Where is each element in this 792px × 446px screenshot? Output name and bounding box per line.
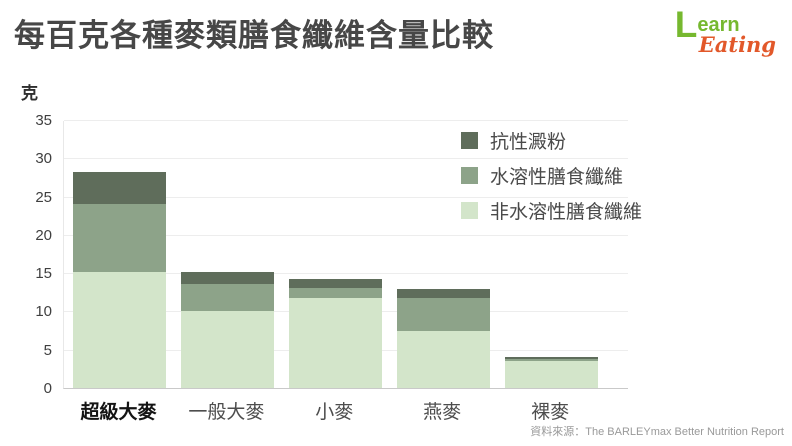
x-axis-label-小麥: 小麥 xyxy=(315,402,354,423)
y-tick-label-5: 5 xyxy=(43,341,52,359)
gridline-y25 xyxy=(64,196,628,198)
bar-segment-燕麥-非水溶性膳食纖維 xyxy=(396,330,490,388)
legend-item-抗性澱粉: 抗性澱粉 xyxy=(461,123,642,158)
bar-segment-裸麥-水溶性膳食纖維 xyxy=(504,358,598,362)
bar-一般大麥 xyxy=(180,272,274,388)
bar-segment-超級大麥-水溶性膳食纖維 xyxy=(73,204,166,272)
logo-learn-text: Learn xyxy=(675,6,776,43)
x-axis-label-超級大麥: 超級大麥 xyxy=(80,402,157,423)
bar-segment-裸麥-非水溶性膳食纖維 xyxy=(504,361,598,388)
bar-segment-一般大麥-水溶性膳食纖維 xyxy=(180,283,274,311)
gridline-y20 xyxy=(64,234,628,236)
legend-swatch-icon xyxy=(461,132,478,149)
logo-earn-letters: earn xyxy=(697,14,740,36)
page-title: 每百克各種麥類膳食纖維含量比較 xyxy=(14,18,494,53)
bar-segment-小麥-抗性澱粉 xyxy=(288,278,382,289)
bar-segment-超級大麥-非水溶性膳食纖維 xyxy=(73,271,166,388)
bar-小麥 xyxy=(288,278,382,388)
y-tick-label-35: 35 xyxy=(35,112,52,129)
legend: 抗性澱粉水溶性膳食纖維 非水溶性膳食纖維 xyxy=(461,123,642,228)
y-tick-label-15: 15 xyxy=(35,265,52,283)
source-attribution: 資料來源：The BARLEYmax Better Nutrition Repo… xyxy=(530,426,784,438)
bar-燕麥 xyxy=(396,289,490,388)
legend-label: 水溶性膳食纖維 xyxy=(490,167,624,188)
bar-segment-一般大麥-抗性澱粉 xyxy=(180,272,274,284)
y-tick-label-10: 10 xyxy=(35,303,52,321)
y-axis-unit-label: 克 xyxy=(21,84,38,103)
bar-segment-裸麥-抗性澱粉 xyxy=(504,357,598,359)
legend-label: 抗性澱粉 xyxy=(490,132,567,153)
y-tick-label-25: 25 xyxy=(35,188,52,206)
bar-segment-小麥-非水溶性膳食纖維 xyxy=(288,298,382,388)
gridline-y30 xyxy=(64,158,628,160)
legend-item-非水溶性膳食纖維: 非水溶性膳食纖維 xyxy=(461,193,642,228)
y-tick-label-30: 30 xyxy=(35,150,52,168)
bar-segment-燕麥-水溶性膳食纖維 xyxy=(396,298,490,331)
logo-eating-text: Eating xyxy=(698,32,776,57)
x-axis-label-燕麥: 燕麥 xyxy=(423,402,462,423)
x-axis-label-裸麥: 裸麥 xyxy=(531,402,570,423)
bar-超級大麥 xyxy=(73,172,166,388)
bar-segment-超級大麥-抗性澱粉 xyxy=(73,172,166,205)
legend-swatch-icon xyxy=(461,167,478,184)
logo-l-letter: L xyxy=(674,4,698,45)
gridline-y35 xyxy=(64,120,628,121)
bar-segment-小麥-水溶性膳食纖維 xyxy=(288,288,382,299)
legend-label: 非水溶性膳食纖維 xyxy=(490,202,643,223)
gridline-y15 xyxy=(64,273,628,275)
plot-area xyxy=(63,120,628,389)
bar-裸麥 xyxy=(504,357,598,388)
legend-item-水溶性膳食纖維: 水溶性膳食纖維 xyxy=(461,158,642,193)
x-axis-label-一般大麥: 一般大麥 xyxy=(188,402,265,423)
y-tick-label-20: 20 xyxy=(35,226,52,244)
learn-eating-logo: Learn Eating xyxy=(675,6,776,55)
bar-segment-燕麥-抗性澱粉 xyxy=(396,289,490,299)
legend-swatch-icon xyxy=(461,202,478,219)
y-tick-label-0: 0 xyxy=(43,380,52,397)
bar-segment-一般大麥-非水溶性膳食纖維 xyxy=(180,310,274,388)
